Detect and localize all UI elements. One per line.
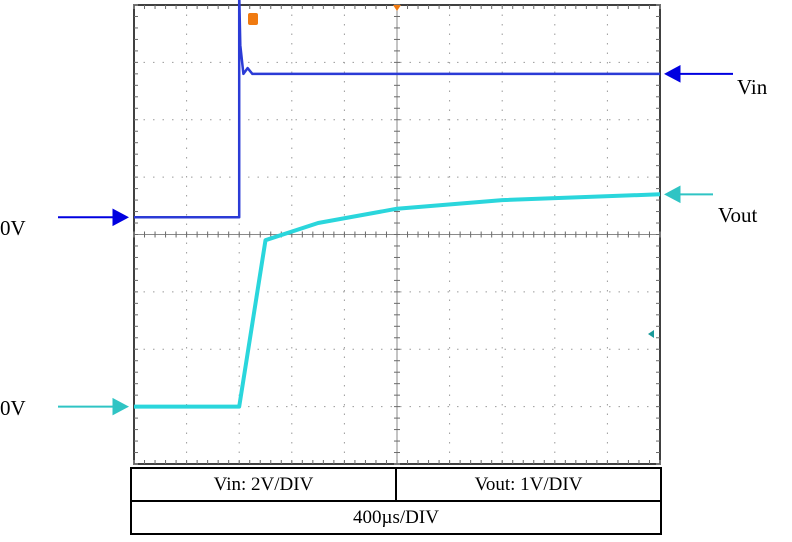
right-level-marker bbox=[648, 330, 654, 338]
markers bbox=[248, 5, 654, 338]
vin-arrow-head bbox=[664, 65, 681, 83]
vout-scale-cell: Vout: 1V/DIV bbox=[395, 467, 662, 502]
vout-zero-label: 0V bbox=[0, 396, 26, 420]
vout-arrow-head bbox=[664, 185, 681, 204]
label-arrows bbox=[58, 65, 733, 416]
oscilloscope-plot bbox=[58, 0, 733, 465]
traces bbox=[134, 0, 661, 409]
trigger-position-caret bbox=[393, 5, 401, 11]
trigger-marker bbox=[248, 13, 258, 25]
vout-trace bbox=[134, 192, 661, 409]
vout-label: Vout bbox=[718, 203, 758, 227]
vin-label: Vin bbox=[737, 75, 768, 99]
vin-trace bbox=[134, 0, 660, 219]
vin-zero-arrow-head bbox=[112, 208, 129, 227]
vin-zero-label: 0V bbox=[0, 216, 26, 240]
vin-scale-cell: Vin: 2V/DIV bbox=[130, 467, 397, 502]
scale-table: Vin: 2V/DIV Vout: 1V/DIV 400µs/DIV bbox=[130, 467, 662, 535]
vout-zero-arrow-head bbox=[112, 397, 129, 416]
time-scale-cell: 400µs/DIV bbox=[130, 500, 662, 535]
